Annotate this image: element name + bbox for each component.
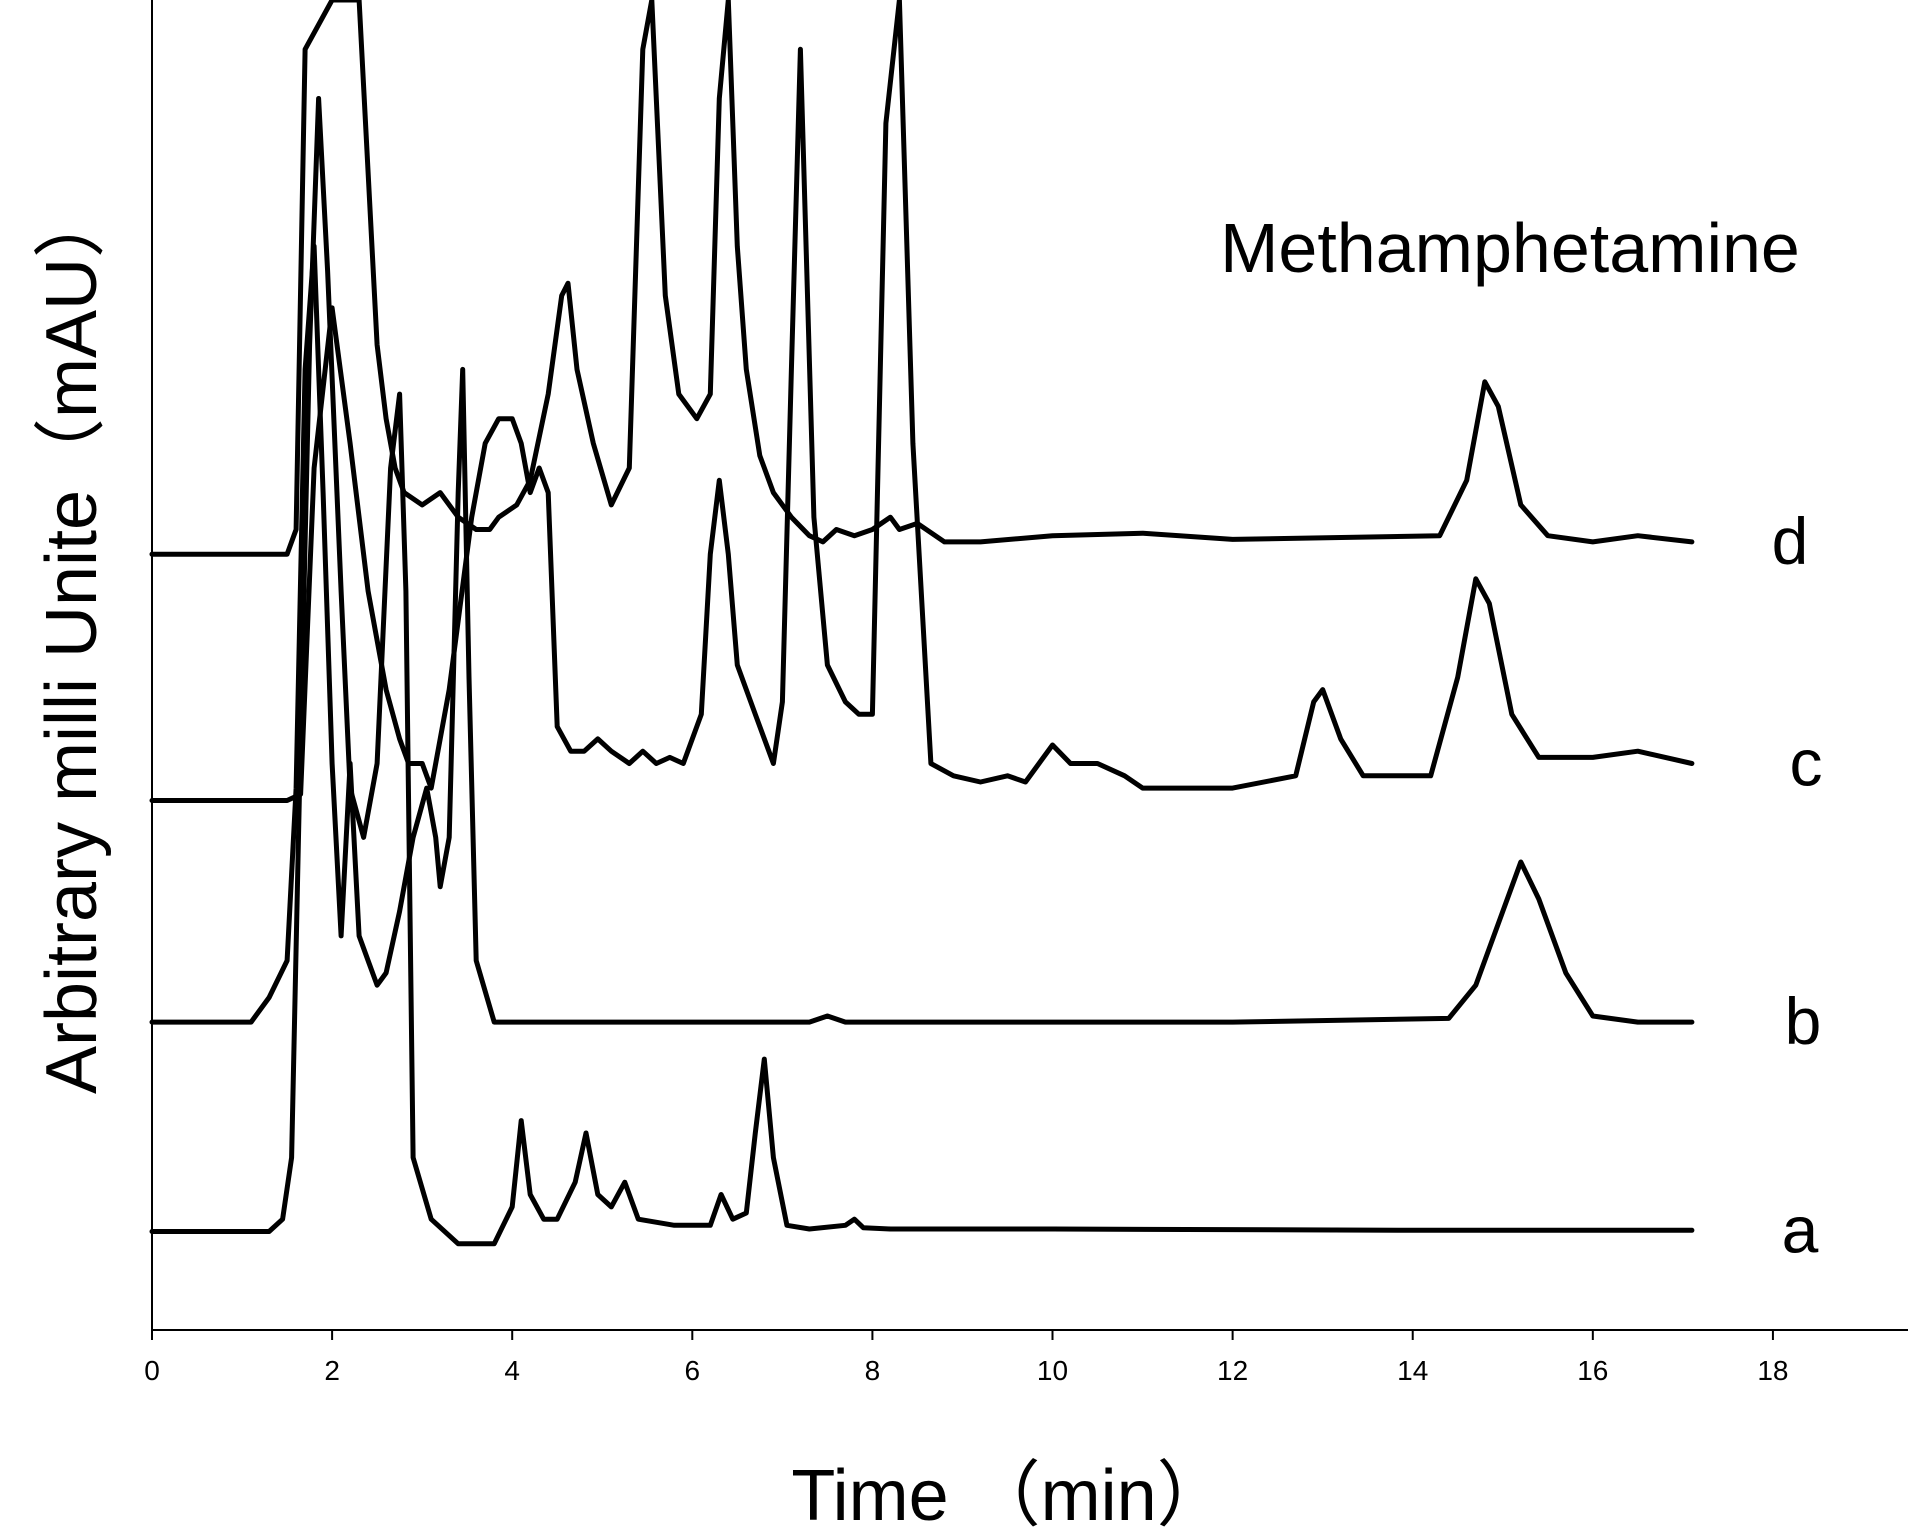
trace-labels: a b c d [1772, 504, 1823, 1266]
trace-label-b: b [1785, 984, 1822, 1058]
y-axis-title: Arbitrary milli Unite（mAU） [32, 186, 112, 1094]
x-tick-label-6: 6 [685, 1355, 701, 1386]
trace-label-a: a [1782, 1192, 1819, 1266]
trace-a [149, 96, 1695, 1247]
x-tick-label-18: 18 [1757, 1355, 1788, 1386]
traces [149, 0, 1695, 1247]
methamphetamine-annotation: Methamphetamine [1220, 209, 1800, 287]
trace-label-d: d [1772, 504, 1809, 578]
x-tick-label-0: 0 [144, 1355, 160, 1386]
x-tick-label-4: 4 [504, 1355, 520, 1386]
x-tick-label-2: 2 [324, 1355, 340, 1386]
x-tick-label-14: 14 [1397, 1355, 1428, 1386]
trace-c [149, 0, 1695, 803]
x-tick-label-12: 12 [1217, 1355, 1248, 1386]
trace-b [149, 243, 1695, 1025]
trace-d [149, 0, 1695, 557]
axes [151, 0, 1908, 1331]
x-axis-title: Time （min） [791, 1456, 1228, 1536]
x-ticks: 0 2 4 6 8 10 12 14 16 18 [144, 1330, 1789, 1386]
x-tick-label-8: 8 [865, 1355, 881, 1386]
x-tick-label-10: 10 [1037, 1355, 1068, 1386]
x-tick-label-16: 16 [1577, 1355, 1608, 1386]
trace-label-c: c [1790, 726, 1823, 800]
